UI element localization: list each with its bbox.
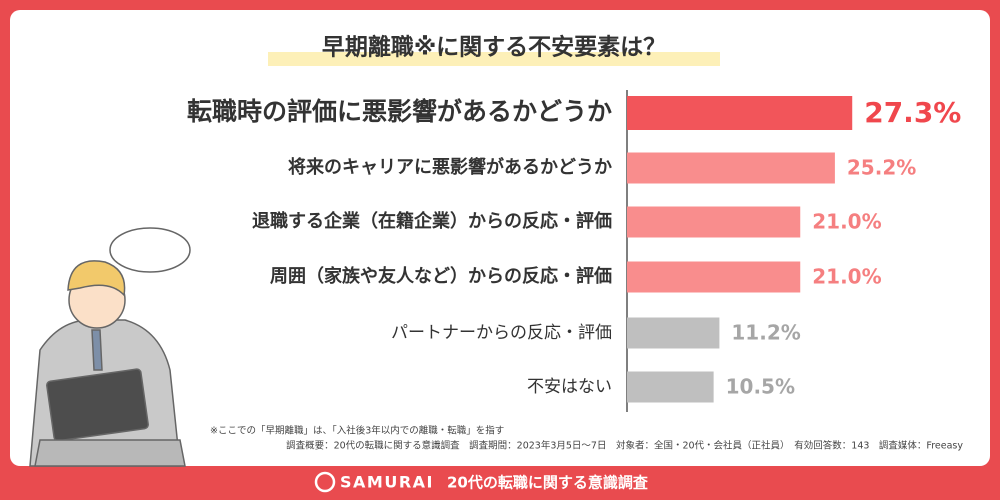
bar [627,206,801,238]
category-label: パートナーからの反応・評価 [391,323,612,343]
value-label: 21.0% [812,265,881,289]
chart-title: 早期離職※に関する不安要素は？ [322,34,666,61]
value-label: 25.2% [847,156,916,180]
brand: SAMURAI [340,473,434,492]
bar [627,96,853,130]
value-label: 11.2% [731,321,800,345]
brand-logo [314,471,336,493]
footer-title: 20代の転職に関する意識調査 [447,474,649,492]
category-label: 不安はない [527,377,612,397]
title-highlight [268,52,720,66]
illustration [29,227,191,467]
footnote: ※ここでの「早期離職」は、「入社後3年以内での離職・転職」を指す [210,425,504,437]
survey-note: 調査概要：20代の転職に関する意識調査 調査期間：2023年3月5日〜7日 対象… [286,440,963,452]
category-label: 退職する企業（在籍企業）からの反応・評価 [252,210,612,232]
bar [627,261,801,293]
category-label: 将来のキャリアに悪影響があるかどうか [288,156,612,178]
value-label: 27.3% [864,96,961,129]
bar [627,152,835,184]
bar [627,371,714,403]
bar [627,317,720,349]
category-label: 転職時の評価に悪影響があるかどうか [187,97,612,126]
value-label: 10.5% [726,375,795,399]
category-label: 周囲（家族や友人など）からの反応・評価 [270,265,612,287]
value-label: 21.0% [812,210,881,234]
